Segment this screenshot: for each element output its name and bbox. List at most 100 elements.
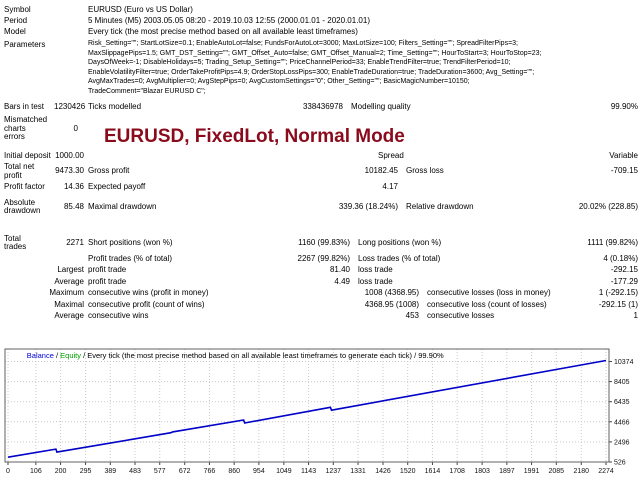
- report-row-profit-factor: Profit factor 14.36 Expected payoff 4.17: [4, 182, 640, 194]
- report-row-bars-in-test: Bars in test 1230426 Ticks modelled 3384…: [4, 101, 640, 113]
- svg-text:4466: 4466: [614, 419, 630, 426]
- svg-text:672: 672: [179, 468, 191, 475]
- relative-drawdown-label: Relative drawdown: [406, 201, 474, 211]
- svg-text:577: 577: [154, 468, 166, 475]
- report-row-largest: Largest profit trade 81.40 loss trade -2…: [4, 265, 640, 277]
- consecutive-losses-label: consecutive losses (loss in money): [427, 288, 551, 297]
- largest-label: Largest: [57, 265, 84, 274]
- report-row-total-net-profit: Total net profit 9473.30 Gross profit 10…: [4, 162, 640, 182]
- loss-trades-label: Loss trades (% of total): [358, 253, 441, 263]
- legend-equity: Equity: [60, 351, 81, 360]
- legend-description: / Every tick (the most precise method ba…: [81, 351, 444, 360]
- average-profit-trade-value: 4.49: [334, 276, 350, 286]
- svg-text:860: 860: [228, 468, 240, 475]
- modelling-quality-label: Modelling quality: [351, 101, 411, 111]
- mismatched-charts-value: 0: [73, 123, 78, 133]
- ticks-modelled-value: 338436978: [302, 101, 343, 111]
- ticks-modelled-label: Ticks modelled: [88, 101, 142, 111]
- svg-text:2085: 2085: [549, 468, 565, 475]
- profit-trades-value: 2267 (99.82%): [297, 253, 350, 263]
- parameters-line: EnableVolatilityFilter=true; OrderTakePr…: [88, 68, 535, 76]
- svg-text:1803: 1803: [474, 468, 490, 475]
- model-value: Every tick (the most precise method base…: [88, 27, 358, 36]
- initial-deposit-value: 1000.00: [55, 150, 84, 160]
- svg-text:1049: 1049: [276, 468, 292, 475]
- short-positions-value: 1160 (99.83%): [298, 237, 350, 247]
- model-label: Model: [4, 27, 26, 36]
- report-row-total-trades: Total trades 2271 Short positions (won %…: [4, 233, 640, 253]
- report-row-symbol: Symbol EURUSD (Euro vs US Dollar): [4, 4, 640, 15]
- expected-payoff-value: 4.17: [382, 182, 398, 191]
- total-net-profit-label: Total net profit: [4, 162, 35, 180]
- maximum-label: Maximum: [49, 288, 84, 297]
- gross-loss-value: -709.15: [610, 166, 638, 176]
- largest-loss-trade-value: -292.15: [610, 265, 638, 274]
- long-positions-label: Long positions (won %): [358, 237, 442, 247]
- long-positions-value: 1111 (99.82%): [587, 237, 638, 247]
- modelling-quality-value: 99.90%: [610, 101, 638, 111]
- parameters-line: AvgMaxTrades=0; AvgMultiplier=0; AvgStep…: [88, 78, 470, 85]
- average-loss-trade-value: -177.29: [610, 276, 638, 286]
- parameters-label: Parameters: [4, 40, 46, 49]
- avg-consecutive-losses-value: 1: [633, 311, 638, 320]
- svg-text:389: 389: [104, 468, 116, 475]
- consecutive-loss-value: -292.15 (1): [598, 299, 638, 309]
- report-row-initial-deposit: Initial deposit 1000.00 Spread Variable: [4, 150, 640, 162]
- relative-drawdown-value: 20.02% (228.85): [578, 201, 638, 211]
- profit-trades-label: Profit trades (% of total): [88, 253, 173, 263]
- svg-text:1991: 1991: [524, 468, 540, 475]
- svg-text:483: 483: [129, 468, 141, 475]
- parameters-line: MaxSlippagePips=1.5; GMT_DST_Setting="";…: [88, 49, 542, 57]
- report-row-mismatched-charts: Mismatched charts errors 0: [4, 115, 640, 144]
- report-row-profit-trades: Profit trades (% of total) 2267 (99.82%)…: [4, 253, 640, 265]
- consecutive-profit-value: 4368.95 (1008): [364, 299, 419, 309]
- largest-loss-trade-label: loss trade: [358, 265, 393, 274]
- spread-value: Variable: [609, 150, 638, 160]
- svg-text:1143: 1143: [301, 468, 316, 475]
- largest-profit-trade-value: 81.40: [329, 265, 350, 274]
- svg-text:766: 766: [204, 468, 216, 475]
- maximal-drawdown-label: Maximal drawdown: [88, 201, 157, 211]
- svg-text:106: 106: [30, 468, 42, 475]
- absolute-drawdown-value: 85.48: [63, 201, 84, 211]
- legend-balance: Balance: [27, 351, 54, 360]
- avg-consecutive-losses-label: consecutive losses: [427, 311, 495, 320]
- short-positions-label: Short positions (won %): [88, 237, 173, 247]
- loss-trades-value: 4 (0.18%): [603, 253, 638, 263]
- balance-chart: 0 106 200 295 389 483 577 672 766 860 954 1049 1143 1…: [0, 345, 640, 480]
- average-consecutive-label: Average: [54, 311, 84, 320]
- total-trades-value: 2271: [66, 237, 84, 247]
- total-trades-label: Total trades: [4, 233, 27, 251]
- report-row-parameters: Parameters Risk_Setting=""; StartLotSize…: [4, 39, 640, 96]
- svg-text:1331: 1331: [350, 468, 366, 475]
- absolute-drawdown-label: Absolute drawdown: [4, 197, 41, 215]
- consecutive-wins-value: 1008 (4368.95): [364, 288, 419, 297]
- svg-text:1708: 1708: [449, 468, 465, 475]
- gross-profit-value: 10182.45: [364, 166, 398, 176]
- svg-text:295: 295: [80, 468, 92, 475]
- symbol-value: EURUSD (Euro vs US Dollar): [88, 5, 193, 14]
- avg-consecutive-wins-value: 453: [405, 311, 419, 320]
- balance-chart-svg: 0 106 200 295 389 483 577 672 766 860 954 1049 1143 1…: [4, 348, 634, 475]
- consecutive-losses-value: 1 (-292.15): [598, 288, 638, 297]
- parameters-line: DaysOfWeek=-1; DisableHolidays=5; Tradin…: [88, 59, 511, 66]
- avg-consecutive-wins-label: consecutive wins: [88, 311, 149, 320]
- svg-text:954: 954: [253, 468, 265, 475]
- svg-text:1897: 1897: [499, 468, 515, 475]
- report-row-period: Period 5 Minutes (M5) 2003.05.05 08:20 -…: [4, 15, 640, 26]
- bars-in-test-label: Bars in test: [4, 101, 45, 111]
- svg-text:1614: 1614: [425, 468, 441, 475]
- svg-text:1237: 1237: [326, 468, 342, 475]
- svg-text:2180: 2180: [573, 468, 589, 475]
- svg-text:526: 526: [614, 460, 626, 467]
- svg-text:0: 0: [6, 468, 10, 475]
- svg-text:6435: 6435: [614, 399, 630, 406]
- maximal-drawdown-value: 339.36 (18.24%): [338, 201, 398, 211]
- average-loss-trade-label: loss trade: [358, 276, 393, 286]
- consecutive-profit-label: consecutive profit (count of wins): [88, 299, 205, 309]
- period-label: Period: [4, 16, 28, 25]
- maximal-label: Maximal: [54, 299, 84, 309]
- svg-text:8405: 8405: [614, 379, 630, 386]
- svg-text:2274: 2274: [598, 468, 614, 475]
